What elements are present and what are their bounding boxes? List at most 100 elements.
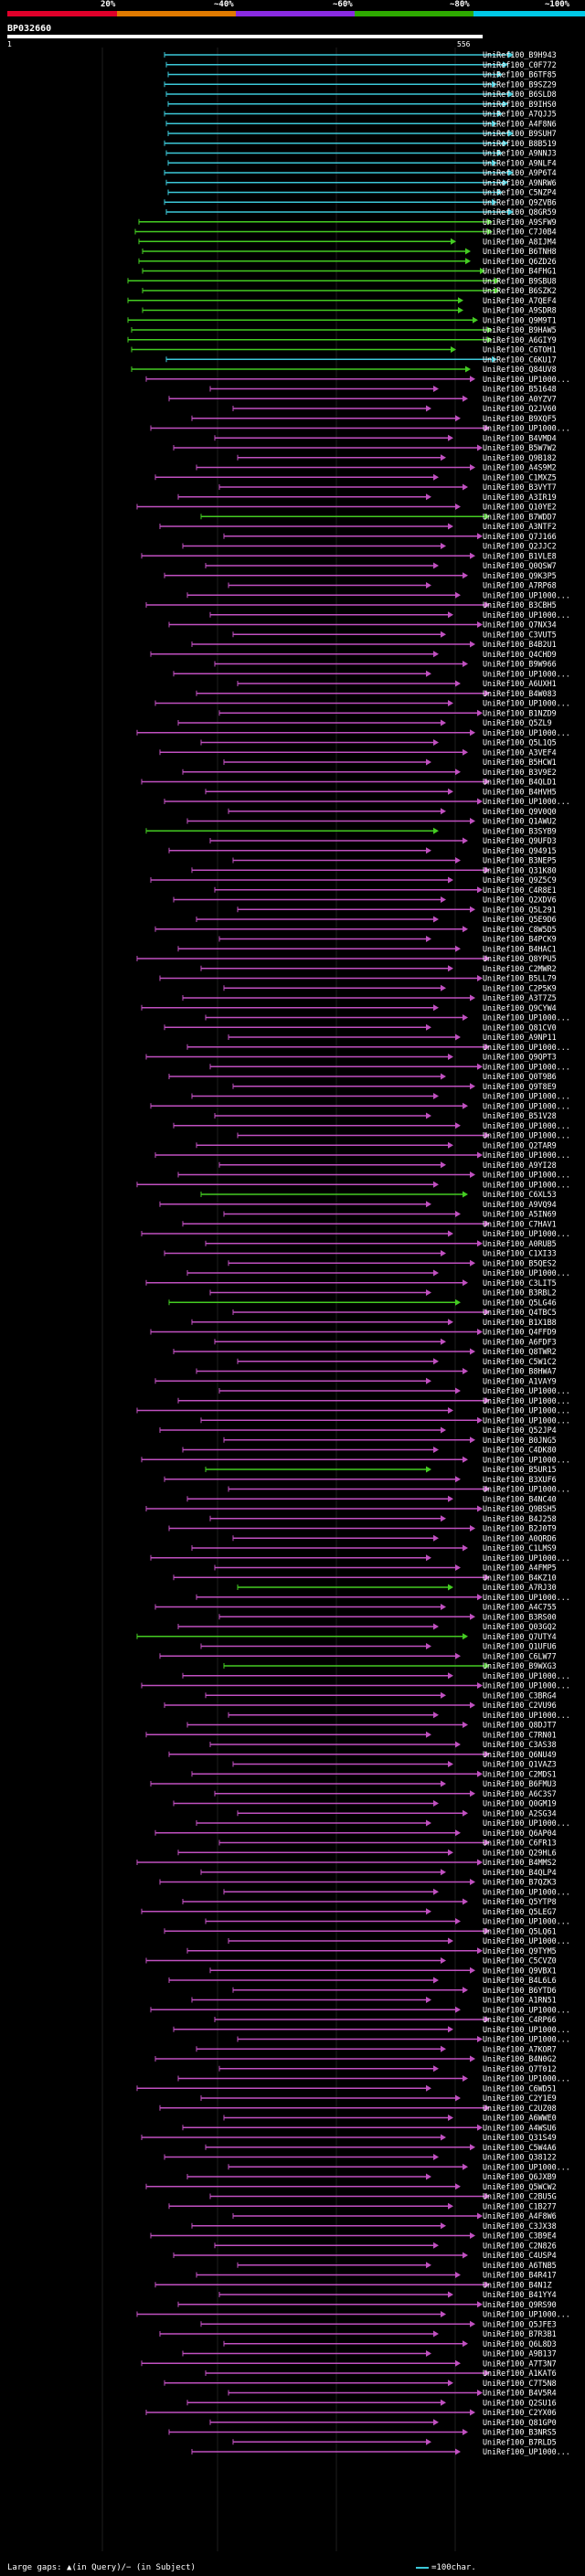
hit-row[interactable]: UniRef100_A4FMP5: [214, 1564, 557, 1573]
hit-row[interactable]: UniRef100_C7RN01: [145, 1730, 557, 1739]
hit-label[interactable]: UniRef100_A4C755: [483, 1603, 557, 1612]
hit-label[interactable]: UniRef100_UP1000...: [483, 375, 570, 384]
hit-row[interactable]: UniRef100_A4S9M2: [196, 463, 557, 472]
hit-row[interactable]: UniRef100_A4F8N6: [165, 119, 557, 128]
hit-label[interactable]: UniRef100_Q8TWR2: [483, 1347, 557, 1356]
hit-label[interactable]: UniRef100_C6TOH1: [483, 345, 557, 355]
hit-row[interactable]: UniRef100_B7RLD5: [232, 2437, 557, 2446]
hit-label[interactable]: UniRef100_A5IN69: [483, 1210, 557, 1219]
hit-row[interactable]: UniRef100_Q9BSH5: [145, 1504, 557, 1513]
hit-row[interactable]: UniRef100_A4F8W6: [232, 2211, 557, 2221]
hit-row[interactable]: UniRef100_B4MMS2: [136, 1858, 557, 1867]
hit-label[interactable]: UniRef100_B4QLP4: [483, 1868, 557, 1877]
hit-row[interactable]: UniRef100_C4DK80: [182, 1446, 557, 1455]
hit-row[interactable]: UniRef100_Q9V0Q0: [228, 807, 557, 816]
hit-label[interactable]: UniRef100_Q81CV0: [483, 1023, 557, 1032]
hit-label[interactable]: UniRef100_A6WWE0: [483, 2114, 557, 2123]
hit-label[interactable]: UniRef100_B6YTD6: [483, 1986, 557, 1995]
hit-row[interactable]: UniRef100_UP1000...: [237, 2035, 570, 2044]
hit-label[interactable]: UniRef100_B4HVH5: [483, 787, 557, 796]
hit-row[interactable]: UniRef100_Q5WCW2: [145, 2182, 557, 2191]
hit-label[interactable]: UniRef100_B3NRS5: [483, 2428, 557, 2437]
hit-label[interactable]: UniRef100_Q31S49: [483, 2133, 557, 2142]
hit-row[interactable]: UniRef100_C7T5N8: [164, 2379, 557, 2388]
hit-label[interactable]: UniRef100_A4F8N6: [483, 119, 557, 128]
hit-row[interactable]: UniRef100_UP1000...: [173, 2025, 570, 2034]
hit-label[interactable]: UniRef100_UP1000...: [483, 797, 570, 806]
hit-row[interactable]: UniRef100_A7RJ30: [237, 1583, 557, 1592]
hit-label[interactable]: UniRef100_B3RS00: [483, 1612, 557, 1621]
hit-row[interactable]: UniRef100_B3NEP5: [232, 856, 557, 865]
hit-row[interactable]: UniRef100_UP1000...: [141, 1229, 570, 1238]
hit-label[interactable]: UniRef100_UP1000...: [483, 1396, 570, 1405]
hit-label[interactable]: UniRef100_B9SUH7: [483, 129, 557, 138]
hit-label[interactable]: UniRef100_C3BRG4: [483, 1691, 557, 1700]
hit-label[interactable]: UniRef100_Q6L8D3: [483, 2339, 557, 2348]
hit-row[interactable]: UniRef100_B4HAC1: [177, 944, 557, 953]
hit-row[interactable]: UniRef100_Q84UV8: [131, 365, 557, 374]
hit-row[interactable]: UniRef100_UP1000...: [191, 2447, 570, 2456]
hit-label[interactable]: UniRef100_B2J0T9: [483, 1524, 557, 1533]
hit-label[interactable]: UniRef100_C3AS38: [483, 1740, 557, 1749]
hit-row[interactable]: UniRef100_B4L6L6: [168, 1976, 557, 1985]
hit-label[interactable]: UniRef100_B4J258: [483, 1514, 557, 1523]
hit-label[interactable]: UniRef100_B3SYB9: [483, 826, 557, 835]
hit-row[interactable]: UniRef100_B8HWA7: [196, 1367, 557, 1376]
hit-row[interactable]: UniRef100_B7WDD7: [200, 512, 557, 521]
hit-label[interactable]: UniRef100_Q9UFD3: [483, 836, 557, 845]
hit-row[interactable]: UniRef100_A6C3S7: [214, 1789, 557, 1798]
hit-row[interactable]: UniRef100_B4VMD4: [214, 433, 557, 442]
hit-row[interactable]: UniRef100_B1X1B8: [191, 1318, 557, 1327]
hit-row[interactable]: UniRef100_B9SBU8: [127, 276, 557, 285]
hit-row[interactable]: UniRef100_B9WXG3: [223, 1661, 557, 1670]
hit-label[interactable]: UniRef100_C1MXZ5: [483, 472, 557, 482]
hit-row[interactable]: UniRef100_Q9T8E9: [232, 1082, 557, 1091]
hit-row[interactable]: UniRef100_Q81GP0: [209, 2418, 557, 2427]
hit-label[interactable]: UniRef100_Q94915: [483, 846, 557, 855]
hit-label[interactable]: UniRef100_C6WD51: [483, 2083, 557, 2093]
hit-label[interactable]: UniRef100_A2SG34: [483, 1808, 557, 1818]
hit-row[interactable]: UniRef100_C4USP4: [173, 2251, 557, 2260]
hit-label[interactable]: UniRef100_B7R3B1: [483, 2329, 557, 2338]
hit-row[interactable]: UniRef100_C2MWR2: [200, 964, 557, 973]
hit-row[interactable]: UniRef100_C3JX38: [191, 2221, 557, 2231]
hit-row[interactable]: UniRef100_B9W966: [214, 660, 557, 669]
hit-row[interactable]: UniRef100_B4V5R4: [228, 2389, 557, 2398]
hit-label[interactable]: UniRef100_Q9T8E9: [483, 1082, 557, 1091]
hit-label[interactable]: UniRef100_C6FR13: [483, 1839, 557, 1848]
hit-label[interactable]: UniRef100_B4FHG1: [483, 267, 557, 276]
hit-row[interactable]: UniRef100_UP1000...: [141, 1455, 570, 1464]
hit-label[interactable]: UniRef100_C5CVZ0: [483, 1956, 557, 1966]
hit-label[interactable]: UniRef100_UP1000...: [483, 1101, 570, 1110]
hit-label[interactable]: UniRef100_B9H943: [483, 50, 557, 59]
hit-label[interactable]: UniRef100_A0RUB5: [483, 1239, 557, 1248]
hit-row[interactable]: UniRef100_Q29HL6: [177, 1848, 557, 1857]
hit-row[interactable]: UniRef100_C1B277: [168, 2201, 557, 2210]
hit-label[interactable]: UniRef100_Q31K80: [483, 865, 557, 875]
hit-label[interactable]: UniRef100_B9SZ29: [483, 80, 557, 89]
hit-label[interactable]: UniRef100_UP1000...: [483, 728, 570, 737]
hit-label[interactable]: UniRef100_UP1000...: [483, 1406, 570, 1415]
hit-row[interactable]: UniRef100_Q31K80: [191, 865, 557, 875]
hit-label[interactable]: UniRef100_UP1000...: [483, 2310, 570, 2319]
hit-label[interactable]: UniRef100_UP1000...: [483, 1887, 570, 1896]
hit-row[interactable]: UniRef100_UP1000...: [136, 2310, 570, 2319]
hit-label[interactable]: UniRef100_B9XQF5: [483, 414, 557, 423]
hit-row[interactable]: UniRef100_C1MXZ5: [154, 472, 557, 482]
hit-row[interactable]: UniRef100_C5NZP4: [167, 188, 557, 197]
hit-row[interactable]: UniRef100_C6WD51: [136, 2083, 557, 2093]
hit-row[interactable]: UniRef100_B5LL79: [159, 974, 557, 983]
hit-label[interactable]: UniRef100_UP1000...: [483, 1180, 570, 1189]
hit-row[interactable]: UniRef100_UP1000...: [186, 1043, 570, 1052]
hit-label[interactable]: UniRef100_Q9B182: [483, 453, 557, 462]
hit-label[interactable]: UniRef100_B7QZK3: [483, 1878, 557, 1887]
hit-row[interactable]: UniRef100_A4WSU6: [182, 2123, 557, 2132]
hit-label[interactable]: UniRef100_Q5LEG7: [483, 1907, 557, 1916]
hit-label[interactable]: UniRef100_UP1000...: [483, 1092, 570, 1101]
hit-label[interactable]: UniRef100_B1X1B8: [483, 1318, 557, 1327]
hit-label[interactable]: UniRef100_Q7NX34: [483, 620, 557, 630]
hit-row[interactable]: UniRef100_B51V28: [214, 1111, 557, 1120]
hit-row[interactable]: UniRef100_C3BRG4: [205, 1691, 557, 1700]
hit-label[interactable]: UniRef100_A9YI28: [483, 1161, 557, 1170]
hit-row[interactable]: UniRef100_UP1000...: [150, 1553, 570, 1563]
